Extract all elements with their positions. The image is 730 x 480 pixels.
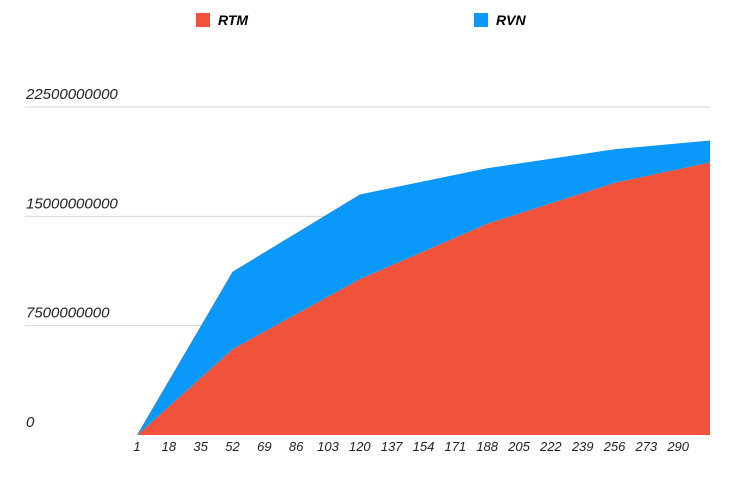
x-tick-label: 35 bbox=[193, 439, 208, 454]
legend-swatch-rtm bbox=[196, 13, 210, 27]
x-tick-label: 86 bbox=[289, 439, 304, 454]
x-tick-label: 222 bbox=[539, 439, 562, 454]
x-tick-label: 52 bbox=[225, 439, 240, 454]
x-tick-label: 154 bbox=[413, 439, 435, 454]
x-tick-label: 205 bbox=[507, 439, 530, 454]
x-tick-label: 137 bbox=[381, 439, 403, 454]
y-axis: 0 7500000000 15000000000 22500000000 bbox=[25, 86, 118, 431]
area-series-rtm bbox=[137, 162, 710, 435]
legend: RTM RVN bbox=[196, 12, 526, 28]
x-axis: 1 18 35 52 69 86 103 120 137 154 171 188 205 222 239 25… bbox=[133, 439, 689, 454]
x-tick-label: 120 bbox=[349, 439, 371, 454]
x-tick-label: 1 bbox=[133, 439, 140, 454]
legend-label-rvn: RVN bbox=[496, 12, 526, 28]
x-tick-label: 188 bbox=[476, 439, 498, 454]
y-tick-label: 0 bbox=[26, 414, 35, 431]
area-series-rvn bbox=[137, 140, 710, 436]
y-tick-label: 7500000000 bbox=[26, 305, 110, 322]
plot-area bbox=[137, 140, 710, 436]
legend-label-rtm: RTM bbox=[218, 12, 248, 28]
x-tick-label: 69 bbox=[257, 439, 271, 454]
y-tick-label: 22500000000 bbox=[25, 86, 118, 103]
x-tick-label: 256 bbox=[603, 439, 626, 454]
x-tick-label: 18 bbox=[162, 439, 177, 454]
x-tick-label: 171 bbox=[444, 439, 466, 454]
y-tick-label: 15000000000 bbox=[26, 195, 118, 212]
legend-swatch-rvn bbox=[474, 13, 488, 27]
x-tick-label: 103 bbox=[317, 439, 339, 454]
x-tick-label: 239 bbox=[571, 439, 594, 454]
x-tick-label: 273 bbox=[634, 439, 657, 454]
x-tick-label: 290 bbox=[666, 439, 689, 454]
